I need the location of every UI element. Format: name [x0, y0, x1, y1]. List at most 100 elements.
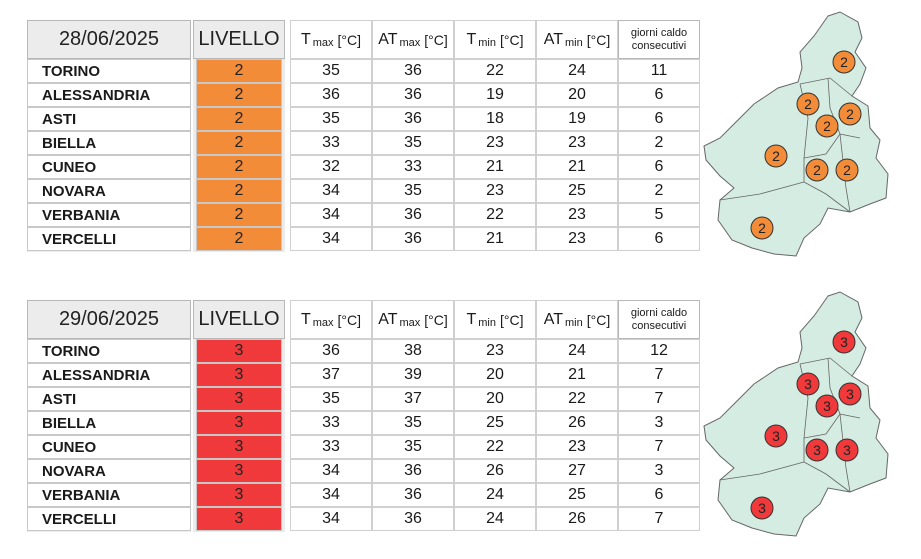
value-days: 2	[618, 179, 700, 203]
level-marker-label: 3	[823, 398, 831, 414]
value-atmax: 33	[372, 155, 454, 179]
value-tmax: 36	[290, 339, 372, 363]
level-badge: 2	[196, 155, 282, 179]
value-tmin: 25	[454, 411, 536, 435]
value-tmin: 22	[454, 203, 536, 227]
value-tmax: 34	[290, 507, 372, 531]
tmin-header-main: T	[466, 30, 477, 48]
value-atmax: 36	[372, 59, 454, 83]
value-atmax: 36	[372, 507, 454, 531]
days-header-line2: consecutivi	[631, 39, 687, 52]
province-name: NOVARA	[27, 459, 191, 483]
atmin-header-sub: min	[565, 316, 583, 329]
value-tmin: 24	[454, 483, 536, 507]
value-tmin: 23	[454, 179, 536, 203]
value-days: 7	[618, 363, 700, 387]
atmax-header-unit: [°C]	[424, 311, 448, 328]
level-marker-label: 3	[804, 376, 812, 392]
tmax-header-main: T	[300, 310, 311, 328]
days-header-line1: giorni caldo	[630, 306, 688, 319]
value-atmax: 36	[372, 203, 454, 227]
livello-header: LIVELLO	[193, 20, 285, 59]
value-days: 3	[618, 459, 700, 483]
level-marker-label: 2	[758, 220, 766, 236]
value-tmax: 34	[290, 203, 372, 227]
value-atmin: 20	[536, 83, 618, 107]
level-marker-label: 2	[840, 54, 848, 70]
level-marker: 3	[835, 438, 859, 462]
value-tmin: 18	[454, 107, 536, 131]
atmin-header-main: AT	[543, 310, 564, 328]
value-tmax: 34	[290, 227, 372, 251]
atmin-header-unit: [°C]	[586, 311, 611, 328]
tmin-header-unit: [°C]	[500, 311, 524, 328]
province-border	[803, 413, 841, 439]
level-badge: 2	[196, 131, 282, 155]
value-tmin: 20	[454, 363, 536, 387]
level-badge: 3	[196, 411, 282, 435]
value-atmin: 23	[536, 203, 618, 227]
province-name: CUNEO	[27, 435, 191, 459]
value-atmin: 23	[536, 227, 618, 251]
tmin-header-unit: [°C]	[500, 31, 524, 48]
value-tmax: 35	[290, 107, 372, 131]
days-header: giorni caldo consecutivi	[618, 20, 700, 59]
value-tmax: 33	[290, 411, 372, 435]
value-tmax: 35	[290, 59, 372, 83]
value-tmin: 22	[454, 59, 536, 83]
level-marker-label: 3	[846, 386, 854, 402]
value-days: 5	[618, 203, 700, 227]
province-border	[719, 461, 805, 481]
region-outline	[703, 11, 889, 257]
province-name: VERBANIA	[27, 483, 191, 507]
province-border	[803, 133, 841, 159]
province-name: NOVARA	[27, 179, 191, 203]
atmax-header: AT max [°C]	[372, 300, 454, 339]
value-days: 11	[618, 59, 700, 83]
level-badge: 2	[196, 179, 282, 203]
value-days: 6	[618, 83, 700, 107]
province-name: VERBANIA	[27, 203, 191, 227]
level-marker-label: 2	[772, 148, 780, 164]
date-header: 29/06/2025	[27, 300, 191, 339]
value-tmin: 22	[454, 435, 536, 459]
value-atmax: 37	[372, 387, 454, 411]
level-marker-label: 3	[813, 442, 821, 458]
value-atmax: 36	[372, 459, 454, 483]
level-badge: 3	[196, 339, 282, 363]
value-atmin: 26	[536, 411, 618, 435]
tmin-header-main: T	[466, 310, 477, 328]
value-days: 7	[618, 435, 700, 459]
value-days: 2	[618, 131, 700, 155]
province-border	[799, 77, 853, 97]
province-border	[803, 158, 851, 213]
level-marker: 3	[815, 394, 839, 418]
level-marker: 3	[750, 496, 774, 520]
province-name: VERCELLI	[27, 507, 191, 531]
atmin-header: AT min [°C]	[536, 20, 618, 59]
level-marker: 2	[764, 144, 788, 168]
value-atmin: 25	[536, 179, 618, 203]
value-atmin: 21	[536, 363, 618, 387]
tmax-header-sub: max	[312, 316, 334, 329]
livello-header: LIVELLO	[193, 300, 285, 339]
level-marker: 2	[815, 114, 839, 138]
value-tmax: 34	[290, 483, 372, 507]
atmin-header: AT min [°C]	[536, 300, 618, 339]
value-days: 6	[618, 155, 700, 179]
atmin-header-unit: [°C]	[586, 31, 611, 48]
value-atmin: 23	[536, 131, 618, 155]
level-marker: 2	[750, 216, 774, 240]
atmax-header-sub: max	[399, 316, 421, 329]
value-tmax: 32	[290, 155, 372, 179]
value-atmax: 36	[372, 83, 454, 107]
level-badge: 3	[196, 387, 282, 411]
level-badge: 3	[196, 435, 282, 459]
tmax-header-main: T	[300, 30, 311, 48]
level-marker-label: 3	[758, 500, 766, 516]
level-marker: 2	[835, 158, 859, 182]
level-marker-label: 3	[840, 334, 848, 350]
